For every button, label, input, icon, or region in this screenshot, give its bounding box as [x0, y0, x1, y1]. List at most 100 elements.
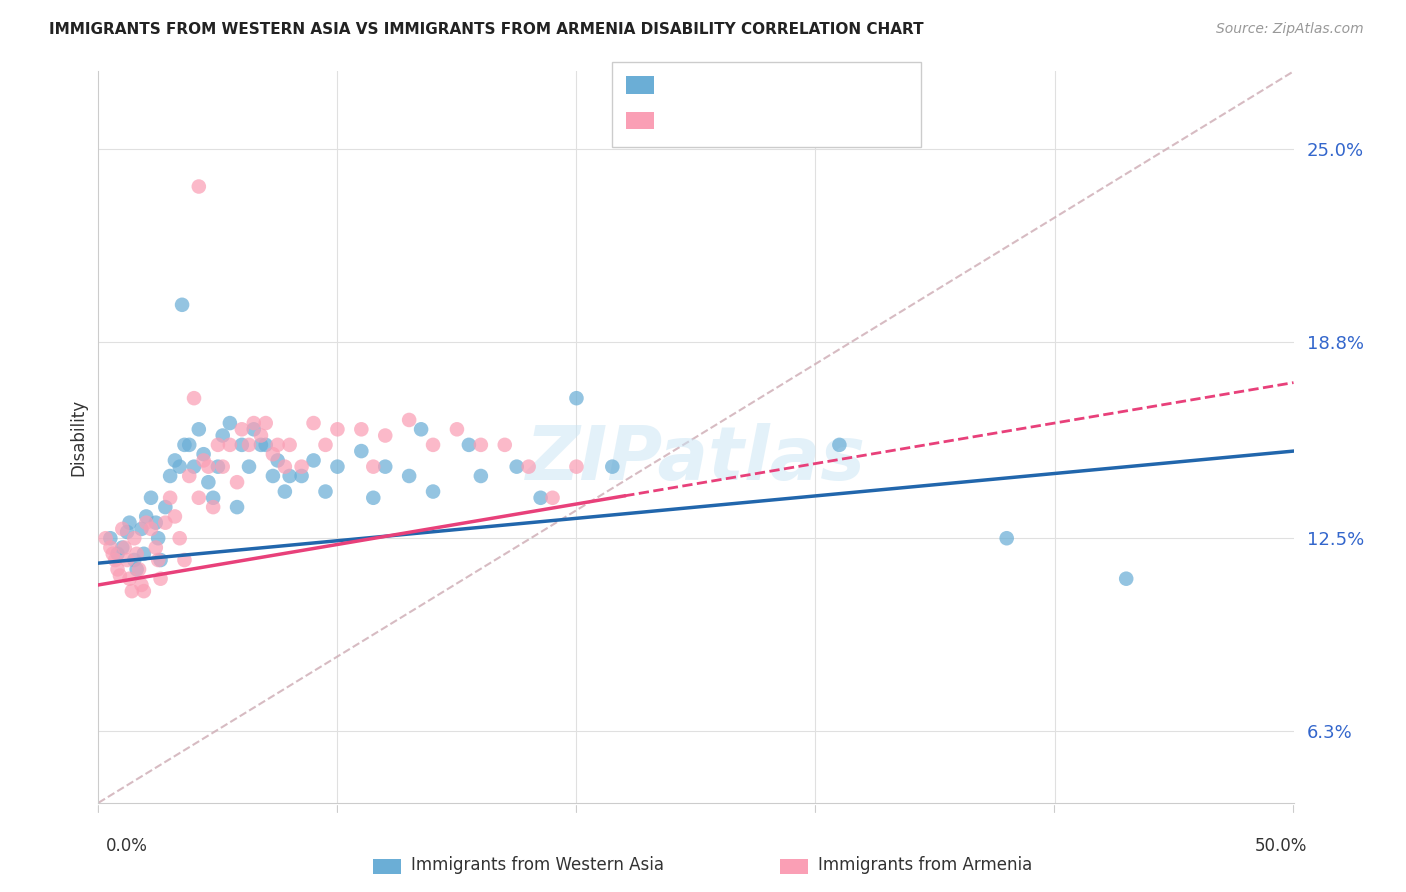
Point — [121, 584, 143, 599]
Point — [602, 459, 624, 474]
Point — [107, 562, 129, 576]
Point — [145, 541, 167, 555]
Point — [148, 531, 170, 545]
Point — [131, 522, 153, 536]
Point — [302, 416, 325, 430]
Point — [115, 524, 138, 539]
Point — [267, 438, 290, 452]
Point — [350, 444, 373, 458]
Point — [197, 475, 219, 490]
Point — [187, 491, 209, 505]
Point — [262, 469, 284, 483]
Text: Immigrants from Western Asia: Immigrants from Western Asia — [411, 856, 664, 874]
Point — [243, 416, 266, 430]
Point — [219, 438, 242, 452]
Point — [149, 572, 172, 586]
Point — [494, 438, 516, 452]
Point — [565, 459, 588, 474]
Point — [326, 422, 349, 436]
Point — [163, 453, 186, 467]
Point — [149, 553, 172, 567]
Point — [226, 500, 249, 515]
Point — [291, 469, 314, 483]
Point — [211, 428, 233, 442]
Point — [197, 459, 219, 474]
Point — [254, 416, 277, 430]
Y-axis label: Disability: Disability — [69, 399, 87, 475]
Point — [169, 459, 191, 474]
Point — [470, 469, 492, 483]
Point — [458, 438, 481, 452]
Point — [173, 438, 195, 452]
Point — [145, 516, 167, 530]
Point — [363, 491, 385, 505]
Point — [302, 453, 325, 467]
Text: 61: 61 — [814, 112, 837, 129]
Point — [315, 438, 337, 452]
Point — [250, 428, 273, 442]
Point — [183, 391, 205, 405]
Point — [135, 509, 157, 524]
Text: R =: R = — [665, 76, 702, 94]
Point — [274, 459, 297, 474]
Point — [124, 553, 146, 567]
Point — [243, 422, 266, 436]
Point — [128, 562, 150, 576]
Point — [238, 438, 260, 452]
Point — [315, 484, 337, 499]
Point — [124, 531, 146, 545]
Point — [565, 391, 588, 405]
Point — [411, 422, 433, 436]
Point — [98, 531, 122, 545]
Point — [163, 509, 186, 524]
Text: ZIPatlas: ZIPatlas — [526, 423, 866, 496]
Point — [326, 459, 349, 474]
Point — [94, 531, 117, 545]
Point — [995, 531, 1018, 545]
Text: R =: R = — [665, 112, 702, 129]
Point — [238, 459, 260, 474]
Text: 0.448: 0.448 — [704, 112, 756, 129]
Point — [226, 475, 249, 490]
Point — [374, 428, 396, 442]
Point — [132, 547, 155, 561]
Point — [202, 500, 225, 515]
Text: 0.222: 0.222 — [704, 76, 758, 94]
Point — [172, 298, 194, 312]
Point — [374, 459, 396, 474]
Point — [207, 438, 229, 452]
Point — [422, 438, 444, 452]
Point — [101, 547, 124, 561]
Point — [250, 438, 273, 452]
Point — [262, 447, 284, 461]
Point — [107, 547, 129, 561]
Point — [211, 459, 233, 474]
Point — [159, 491, 181, 505]
Point — [118, 572, 141, 586]
Point — [179, 469, 201, 483]
Point — [183, 459, 205, 474]
Point — [530, 491, 553, 505]
Point — [193, 453, 215, 467]
Point — [135, 516, 157, 530]
Point — [139, 522, 162, 536]
Point — [202, 491, 225, 505]
Point — [398, 413, 420, 427]
Point — [98, 541, 122, 555]
Point — [422, 484, 444, 499]
Point — [111, 541, 134, 555]
Point — [187, 179, 209, 194]
Point — [169, 531, 191, 545]
Point — [148, 553, 170, 567]
Point — [350, 422, 373, 436]
Point — [118, 516, 141, 530]
Point — [104, 553, 127, 567]
Point — [828, 438, 851, 452]
Point — [363, 459, 385, 474]
Point — [155, 500, 177, 515]
Text: Immigrants from Armenia: Immigrants from Armenia — [818, 856, 1032, 874]
Point — [125, 562, 148, 576]
Point — [132, 584, 155, 599]
Point — [446, 422, 468, 436]
Point — [179, 438, 201, 452]
